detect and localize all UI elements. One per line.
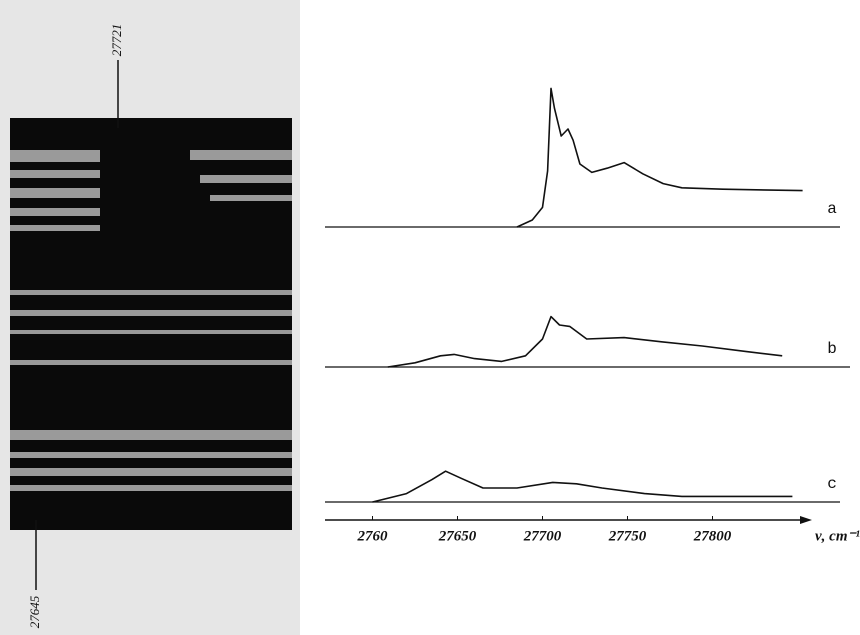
x-tick-label: 27750: [608, 528, 647, 544]
x-tick-label: 27800: [693, 528, 732, 544]
spectrum-line: [516, 87, 803, 228]
x-axis-arrow: [800, 516, 812, 524]
x-axis-label: ν, cm⁻¹: [815, 528, 860, 544]
series-label: b: [827, 340, 837, 358]
spectrum-line: [372, 470, 793, 503]
x-tick-label: 2760: [357, 528, 389, 544]
series-label: c: [827, 475, 837, 493]
spectrogram-photo: [0, 0, 300, 635]
annotation: 27645: [27, 595, 42, 628]
x-tick-label: 27650: [438, 528, 477, 544]
x-tick-label: 27700: [523, 528, 562, 544]
series-label: a: [827, 200, 837, 218]
spectrum-line: [387, 315, 783, 368]
annotation: 27721: [109, 24, 124, 57]
